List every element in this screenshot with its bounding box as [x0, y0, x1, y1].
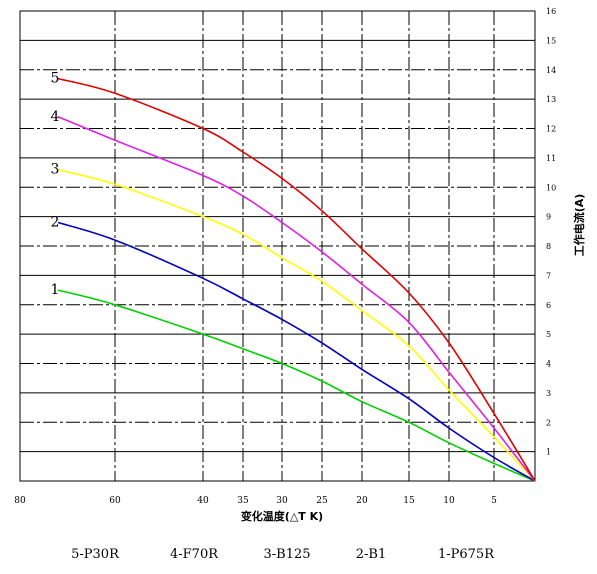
- y-axis-label: 工作电流(A): [572, 194, 586, 257]
- series-line-4: [57, 116, 536, 482]
- x-tick-label: 60: [109, 496, 121, 506]
- series-line-2: [57, 221, 536, 482]
- x-tick-labels: 80 60 40 35 30 25 20 15 10 5: [14, 496, 497, 506]
- grid: [20, 11, 535, 481]
- plot-border: [19, 10, 536, 482]
- legend-item: 2-B1: [356, 547, 387, 562]
- y-tick-label: 9: [546, 213, 551, 222]
- y-tick-label: 10: [546, 183, 556, 192]
- x-tick-label: 40: [197, 496, 209, 506]
- x-tick-label: 30: [276, 496, 288, 506]
- series-number-label-5: 5: [51, 71, 60, 87]
- y-tick-label: 4: [546, 360, 551, 369]
- x-axis-label: 变化温度(△T K): [241, 509, 323, 523]
- series-line-3: [57, 168, 536, 482]
- x-tick-label: 25: [316, 496, 328, 506]
- x-tick-label: 15: [403, 496, 415, 506]
- x-tick-label: 10: [443, 496, 455, 506]
- series-line-5: [57, 77, 536, 482]
- y-tick-label: 5: [546, 330, 551, 339]
- series-number-label-4: 4: [51, 109, 60, 125]
- y-tick-label: 13: [546, 95, 556, 104]
- y-tick-label: 1: [546, 448, 551, 457]
- legend: 5-P30R 4-F70R 3-B125 2-B1 1-P675R: [71, 547, 495, 562]
- legend-item: 5-P30R: [71, 547, 120, 562]
- y-tick-label: 12: [546, 125, 556, 134]
- x-tick-label: 5: [491, 496, 497, 506]
- y-tick-label: 6: [546, 301, 551, 310]
- series-number-label-3: 3: [51, 162, 60, 178]
- series-number-label-2: 2: [51, 215, 60, 231]
- y-tick-label: 7: [546, 271, 551, 280]
- series-number-label-1: 1: [51, 282, 60, 298]
- series-line-1: [57, 289, 536, 482]
- series-number-labels: 5 4 3 2 1: [51, 71, 60, 299]
- plot-frame: [19, 10, 536, 482]
- y-tick-label: 3: [546, 389, 551, 398]
- y-tick-label: 14: [546, 66, 556, 75]
- y-tick-label: 2: [546, 418, 551, 427]
- y-tick-label: 15: [546, 36, 556, 45]
- legend-item: 4-F70R: [170, 547, 219, 562]
- y-tick-label: 11: [546, 154, 556, 163]
- x-tick-label: 20: [356, 496, 368, 506]
- legend-item: 3-B125: [263, 547, 310, 562]
- legend-item: 1-P675R: [438, 547, 495, 562]
- x-tick-label: 35: [237, 496, 249, 506]
- y-tick-label: 16: [546, 7, 556, 16]
- x-tick-label: 80: [14, 496, 26, 506]
- series-lines: [57, 77, 536, 482]
- y-tick-label: 8: [546, 242, 551, 251]
